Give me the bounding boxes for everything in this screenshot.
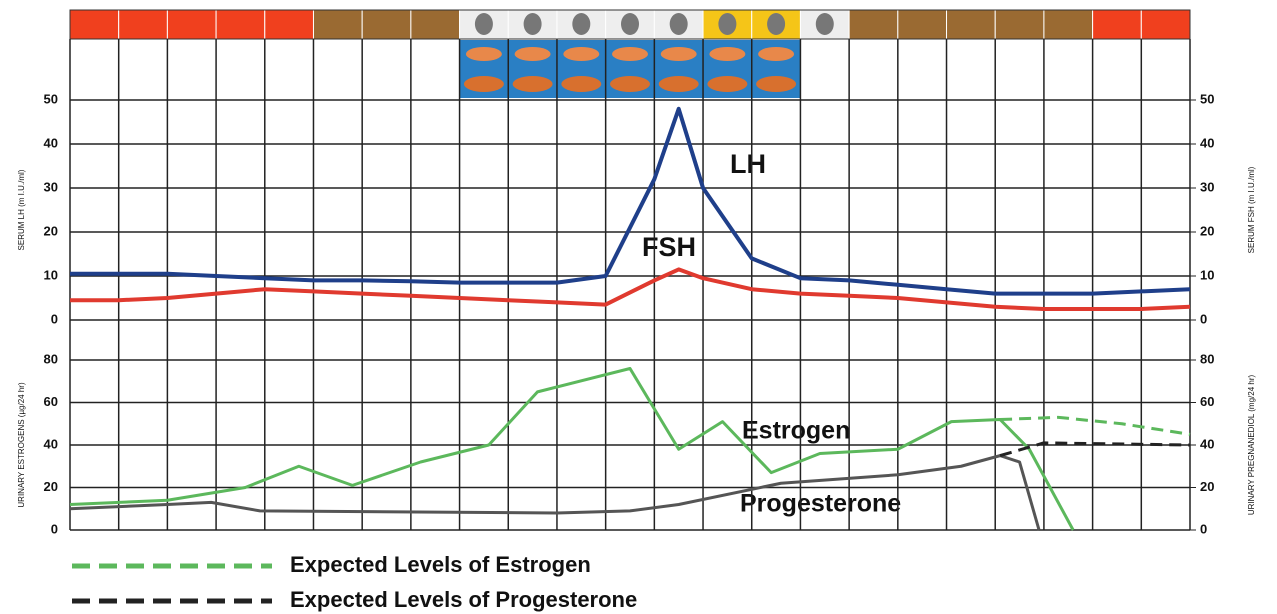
y-tick-label: 60 [44, 394, 58, 409]
ovary [709, 47, 746, 61]
icon [669, 13, 688, 35]
series-line [70, 106, 1191, 296]
ovary [707, 76, 748, 92]
phase-cell [264, 9, 314, 40]
phase-cell [994, 9, 1045, 40]
phase-cell [312, 9, 363, 40]
icon [523, 13, 542, 35]
y-tick-label: 0 [51, 521, 58, 536]
series-line [999, 441, 1191, 458]
grid [69, 39, 1191, 530]
ovary [610, 76, 650, 92]
y2-tick-label: 50 [1200, 91, 1214, 106]
y-axis-label: URINARY ESTROGENS (µg/24 hr) [17, 382, 26, 508]
y-tick-label: 0 [51, 311, 58, 326]
y2-tick-label: 20 [1200, 479, 1214, 494]
phase-cell [118, 9, 168, 40]
legend-entry: Expected Levels of Estrogen [290, 552, 591, 577]
y2-tick-label: 30 [1200, 179, 1214, 194]
phase-cell [848, 9, 899, 40]
y-tick-label: 30 [44, 179, 58, 194]
ovary [756, 76, 797, 92]
y2-tick-label: 0 [1200, 521, 1207, 536]
y-tick-label: 50 [44, 91, 58, 106]
panel: 0 20 40 60 80 0 20 40 60 80 URINARY ESTROGENS (µg/… [17, 351, 1256, 536]
series-label: FSH [642, 232, 696, 262]
phase-cell [1043, 9, 1094, 40]
phase-cell [1092, 9, 1142, 40]
y2-tick-label: 0 [1200, 311, 1207, 326]
series-line [70, 267, 1191, 311]
y2-axis-label: SERUM FSH (m I.U./ml) [1247, 166, 1256, 253]
y2-tick-label: 80 [1200, 351, 1214, 366]
y2-tick-label: 40 [1200, 436, 1214, 451]
icon [621, 13, 639, 35]
icon [815, 13, 834, 35]
series-line [1000, 415, 1191, 436]
y-tick-label: 20 [44, 479, 58, 494]
ovary [612, 47, 648, 61]
ovary [514, 47, 551, 61]
y-tick-label: 20 [44, 223, 58, 238]
phase-cell [69, 9, 120, 40]
phase-cell [361, 9, 412, 40]
ovary [658, 76, 699, 92]
y-axis-label: SERUM LH (m I.U./ml) [17, 169, 26, 250]
phase-cell [897, 9, 948, 40]
y2-tick-label: 40 [1200, 135, 1214, 150]
phase-cell [946, 9, 996, 40]
phase-cell [1140, 9, 1191, 40]
phase-strip [69, 9, 1191, 98]
phase-cell [410, 9, 461, 40]
y-tick-label: 40 [44, 135, 58, 150]
ovary [463, 76, 504, 92]
y-tick-label: 40 [44, 436, 58, 451]
ovary [563, 47, 600, 61]
phase-cell [215, 9, 266, 40]
ovary [758, 47, 795, 61]
y2-tick-label: 10 [1200, 267, 1214, 282]
series-label: LH [730, 149, 766, 179]
y2-tick-label: 20 [1200, 223, 1214, 238]
y2-tick-label: 60 [1200, 394, 1214, 409]
icon [718, 13, 737, 35]
series-line [69, 367, 1075, 531]
y-tick-label: 80 [44, 351, 58, 366]
series-label: Progesterone [740, 490, 901, 518]
panel: 0 10 20 30 40 50 0 10 20 30 40 50 SERUM LH (m I.U./m… [17, 91, 1256, 326]
phase-cell [166, 9, 217, 40]
strip-border [69, 9, 1191, 40]
y-tick-label: 10 [44, 267, 58, 282]
ovary [660, 47, 697, 61]
icon [767, 13, 786, 35]
icon [474, 13, 493, 35]
legend-entry: Expected Levels of Progesterone [290, 587, 637, 612]
ovary [465, 47, 502, 61]
series-label: Estrogen [742, 417, 850, 445]
ovary [512, 76, 553, 92]
ovary [561, 76, 602, 92]
icon [572, 13, 591, 35]
y2-axis-label: URINARY PREGNANEDIOL (mg/24 hr) [1247, 375, 1256, 516]
